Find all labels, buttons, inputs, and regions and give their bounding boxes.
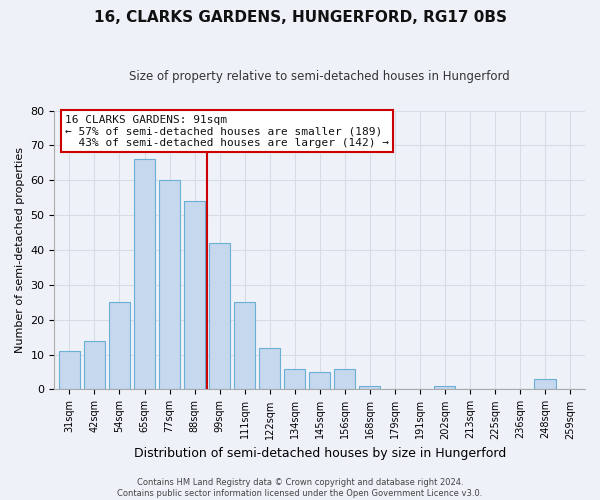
Title: Size of property relative to semi-detached houses in Hungerford: Size of property relative to semi-detach… [130,70,510,83]
Bar [209,243,230,390]
Bar [59,351,80,390]
Text: 16 CLARKS GARDENS: 91sqm
← 57% of semi-detached houses are smaller (189)
  43% o: 16 CLARKS GARDENS: 91sqm ← 57% of semi-d… [65,114,389,148]
Bar [334,368,355,390]
Bar [284,368,305,390]
Bar [535,379,556,390]
Bar [434,386,455,390]
Bar [234,302,255,390]
Bar [134,160,155,390]
Y-axis label: Number of semi-detached properties: Number of semi-detached properties [15,147,25,353]
Bar [259,348,280,390]
Text: Contains HM Land Registry data © Crown copyright and database right 2024.
Contai: Contains HM Land Registry data © Crown c… [118,478,482,498]
X-axis label: Distribution of semi-detached houses by size in Hungerford: Distribution of semi-detached houses by … [134,447,506,460]
Bar [84,340,105,390]
Bar [184,201,205,390]
Text: 16, CLARKS GARDENS, HUNGERFORD, RG17 0BS: 16, CLARKS GARDENS, HUNGERFORD, RG17 0BS [94,10,506,25]
Bar [359,386,380,390]
Bar [309,372,331,390]
Bar [159,180,180,390]
Bar [109,302,130,390]
